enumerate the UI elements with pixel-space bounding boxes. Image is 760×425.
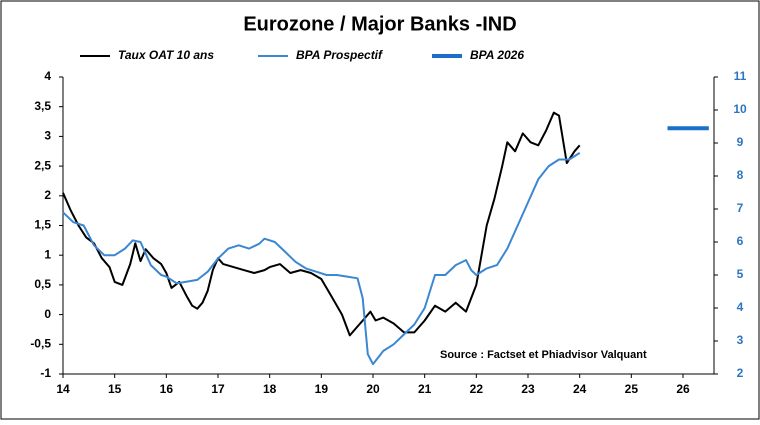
x-tick-label: 26 (676, 382, 690, 396)
y2-tick-label: 7 (737, 201, 744, 215)
x-tick-label: 19 (315, 382, 329, 396)
y2-tick-label: 10 (733, 102, 747, 116)
x-tick-label: 23 (521, 382, 535, 396)
x-tick-label: 21 (418, 382, 432, 396)
y-tick-label: 3,5 (34, 99, 51, 113)
legend-label: Taux OAT 10 ans (118, 48, 214, 62)
y-tick-label: -1 (40, 366, 51, 380)
y-tick-label: 1,5 (34, 218, 51, 232)
x-tick-label: 16 (160, 382, 174, 396)
x-tick-label: 14 (56, 382, 70, 396)
y-tick-label: 4 (44, 69, 51, 83)
y2-tick-label: 4 (737, 300, 744, 314)
y2-tick-label: 3 (737, 333, 744, 347)
y2-tick-label: 9 (737, 135, 744, 149)
y-tick-label: -0,5 (30, 336, 51, 350)
y-tick-label: 0 (44, 307, 51, 321)
series-line (62, 152, 581, 366)
y2-tick-label: 6 (737, 234, 744, 248)
annotation: Source : Factset et Phiadvisor Valquant (440, 349, 647, 361)
series-line (62, 111, 581, 337)
chart-title: Eurozone / Major Banks -IND (243, 13, 516, 35)
y-tick-label: 3 (44, 129, 51, 143)
x-tick-label: 15 (108, 382, 122, 396)
x-tick-label: 17 (211, 382, 225, 396)
y2-tick-label: 2 (737, 366, 744, 380)
x-tick-label: 25 (625, 382, 639, 396)
y-tick-label: 2 (44, 188, 51, 202)
legend-label: BPA Prospectif (296, 48, 383, 62)
y-tick-label: 1 (44, 247, 51, 261)
x-tick-label: 20 (366, 382, 380, 396)
y2-tick-label: 11 (734, 69, 747, 83)
y2-tick-label: 5 (737, 267, 744, 281)
x-tick-label: 18 (263, 382, 277, 396)
x-tick-label: 22 (470, 382, 484, 396)
legend-label: BPA 2026 (470, 48, 524, 62)
y2-tick-label: 8 (737, 168, 744, 182)
x-tick-label: 24 (573, 382, 587, 396)
y-tick-label: 0,5 (34, 277, 51, 291)
y-tick-label: 2,5 (34, 158, 51, 172)
